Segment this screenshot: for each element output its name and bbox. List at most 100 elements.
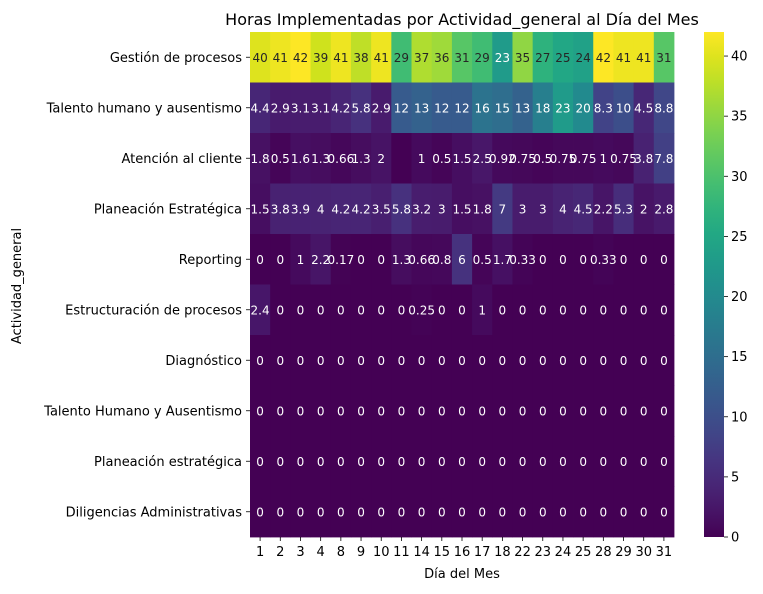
cell-value-label: 0 (478, 354, 486, 368)
x-tick-label: 2 (276, 545, 284, 560)
cell-value-label: 4.2 (331, 202, 350, 216)
cell-value-label: 3.1 (291, 101, 310, 115)
cell-value-label: 0.17 (328, 253, 355, 267)
heatmap-cell (593, 335, 614, 386)
x-tick-label: 22 (514, 545, 531, 560)
heatmap-cell (371, 335, 392, 386)
cell-value-label: 36 (434, 51, 449, 65)
heatmap-cell (613, 133, 635, 184)
heatmap-cell (593, 385, 614, 437)
heatmap-cell (451, 183, 473, 235)
cell-value-label: 0 (620, 505, 628, 519)
cell-value-label: 16 (475, 101, 490, 115)
cell-value-label: 10 (616, 101, 631, 115)
cell-value-label: 3.1 (311, 101, 330, 115)
heatmap-cell (310, 82, 332, 134)
cell-value-label: 0 (337, 354, 345, 368)
y-tick-label: Atención al cliente (122, 152, 243, 167)
cell-value-label: 0 (600, 303, 608, 317)
heatmap-cell (512, 284, 534, 336)
cell-value-label: 0 (337, 455, 345, 469)
heatmap-cell (431, 32, 453, 83)
cell-value-label: 1.5 (452, 202, 471, 216)
heatmap-cell (391, 32, 412, 83)
heatmap-cell (250, 486, 271, 538)
cell-value-label: 0 (317, 354, 325, 368)
heatmap-cell (633, 436, 655, 487)
heatmap-cell (512, 385, 534, 437)
heatmap-cell (472, 234, 493, 285)
heatmap-cell (270, 335, 291, 386)
heatmap-cell (593, 183, 614, 235)
heatmap-cell (451, 32, 473, 83)
heatmap-cell (411, 335, 433, 386)
cell-value-label: 1.3 (352, 152, 371, 166)
cell-value-label: 3.2 (412, 202, 431, 216)
heatmap-cell (371, 436, 392, 487)
cell-value-label: 38 (353, 51, 368, 65)
cell-value-label: 1.3 (311, 152, 330, 166)
cell-value-label: 0 (317, 404, 325, 418)
cell-value-label: 0 (519, 404, 527, 418)
heatmap-cell (411, 284, 433, 336)
heatmap-cell (310, 284, 332, 336)
cell-value-label: 20 (575, 101, 590, 115)
heatmap-cell (250, 133, 271, 184)
cell-value-label: 0 (660, 354, 668, 368)
heatmap-cell (431, 335, 453, 386)
cell-value-label: 0.92 (489, 152, 516, 166)
heatmap-cell (492, 486, 513, 538)
heatmap-cell (512, 133, 534, 184)
cell-value-label: 3.9 (291, 202, 310, 216)
cell-value-label: 41 (273, 51, 288, 65)
heatmap-cell (270, 486, 291, 538)
cell-value-label: 0 (559, 404, 567, 418)
cell-value-label: 3.8 (271, 202, 290, 216)
cell-value-label: 2 (640, 202, 648, 216)
cell-value-label: 41 (616, 51, 631, 65)
cell-value-label: 41 (636, 51, 651, 65)
heatmap-cell (532, 82, 554, 134)
cell-value-label: 0 (458, 455, 466, 469)
cell-value-label: 0.33 (509, 253, 536, 267)
heatmap-cell (451, 234, 473, 285)
heatmap-cell (250, 284, 271, 336)
cell-value-label: 0.75 (570, 152, 597, 166)
y-tick-label: Planeación Estratégica (94, 202, 242, 217)
cell-value-label: 4 (559, 202, 567, 216)
colorbar-tick-label: 20 (731, 290, 748, 305)
heatmap-cell (472, 183, 493, 235)
cell-value-label: 0 (357, 455, 365, 469)
cell-value-label: 2.9 (372, 101, 391, 115)
cell-value-label: 4.4 (251, 101, 270, 115)
x-tick-label: 30 (635, 545, 652, 560)
cell-value-label: 12 (394, 101, 409, 115)
cell-value-label: 27 (535, 51, 550, 65)
x-tick-label: 3 (296, 545, 304, 560)
heatmap-cell (573, 385, 594, 437)
heatmap-cell (573, 32, 594, 83)
heatmap-cell (532, 183, 554, 235)
heatmap-cell (593, 234, 614, 285)
cell-value-label: 0 (398, 303, 406, 317)
cell-value-label: 0 (519, 455, 527, 469)
cell-value-label: 0 (357, 253, 365, 267)
cell-value-label: 0 (256, 253, 264, 267)
cell-value-label: 0 (579, 253, 587, 267)
heatmap-cell (593, 284, 614, 336)
heatmap-cell (350, 82, 372, 134)
heatmap-cell (532, 32, 554, 83)
heatmap-cell (451, 385, 473, 437)
heatmap-cell (633, 335, 655, 386)
x-tick-labels: 1 2 3 4 8 9 10 11 14 15 16 17 18 22 23 24 25 28 29 30 31 (256, 537, 672, 560)
cell-value-label: 0 (559, 354, 567, 368)
cell-value-label: 0 (519, 505, 527, 519)
heatmap-cell (653, 335, 675, 386)
heatmap-cell (431, 234, 453, 285)
heatmap-cell (391, 436, 412, 487)
heatmap-cell (290, 32, 311, 83)
heatmap-cell (350, 183, 372, 235)
y-tick-label: Talento Humano y Ausentismo (43, 404, 242, 419)
heatmap-cell (411, 486, 433, 538)
